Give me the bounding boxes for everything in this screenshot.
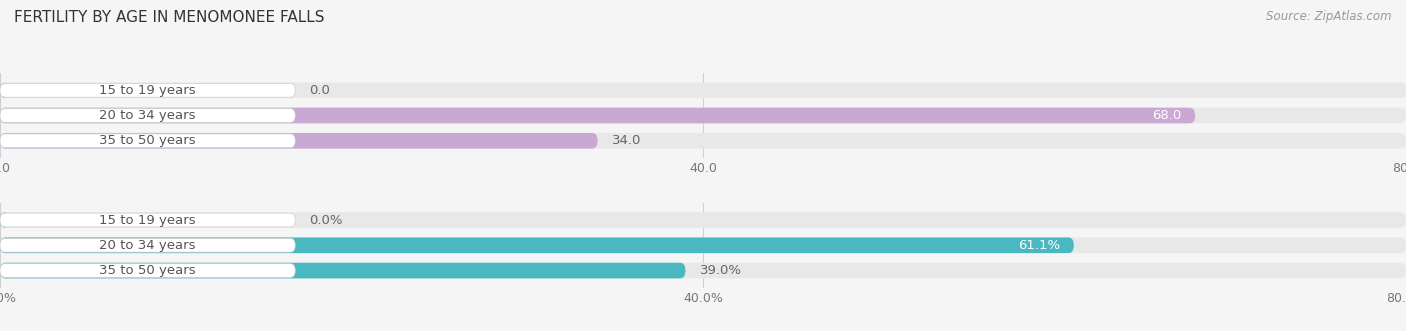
FancyBboxPatch shape <box>0 83 295 97</box>
Text: 0.0%: 0.0% <box>309 213 343 226</box>
Text: 35 to 50 years: 35 to 50 years <box>100 264 195 277</box>
Text: 68.0: 68.0 <box>1152 109 1181 122</box>
FancyBboxPatch shape <box>0 134 295 148</box>
FancyBboxPatch shape <box>0 108 1195 123</box>
Text: 15 to 19 years: 15 to 19 years <box>100 213 195 226</box>
Text: 61.1%: 61.1% <box>1018 239 1060 252</box>
FancyBboxPatch shape <box>0 82 8 98</box>
FancyBboxPatch shape <box>0 263 1406 278</box>
Text: 15 to 19 years: 15 to 19 years <box>100 84 195 97</box>
FancyBboxPatch shape <box>0 212 8 228</box>
Text: 20 to 34 years: 20 to 34 years <box>100 239 195 252</box>
Text: 0.0: 0.0 <box>309 84 330 97</box>
FancyBboxPatch shape <box>0 109 295 122</box>
FancyBboxPatch shape <box>0 108 1406 123</box>
Text: 20 to 34 years: 20 to 34 years <box>100 109 195 122</box>
Text: 39.0%: 39.0% <box>699 264 741 277</box>
Text: 35 to 50 years: 35 to 50 years <box>100 134 195 147</box>
FancyBboxPatch shape <box>0 213 295 227</box>
FancyBboxPatch shape <box>0 264 295 277</box>
FancyBboxPatch shape <box>0 82 1406 98</box>
FancyBboxPatch shape <box>0 133 1406 149</box>
FancyBboxPatch shape <box>0 212 1406 228</box>
Text: Source: ZipAtlas.com: Source: ZipAtlas.com <box>1267 10 1392 23</box>
FancyBboxPatch shape <box>0 237 1406 253</box>
FancyBboxPatch shape <box>0 263 686 278</box>
FancyBboxPatch shape <box>0 133 598 149</box>
Text: FERTILITY BY AGE IN MENOMONEE FALLS: FERTILITY BY AGE IN MENOMONEE FALLS <box>14 10 325 25</box>
Text: 34.0: 34.0 <box>612 134 641 147</box>
FancyBboxPatch shape <box>0 237 1074 253</box>
FancyBboxPatch shape <box>0 238 295 252</box>
